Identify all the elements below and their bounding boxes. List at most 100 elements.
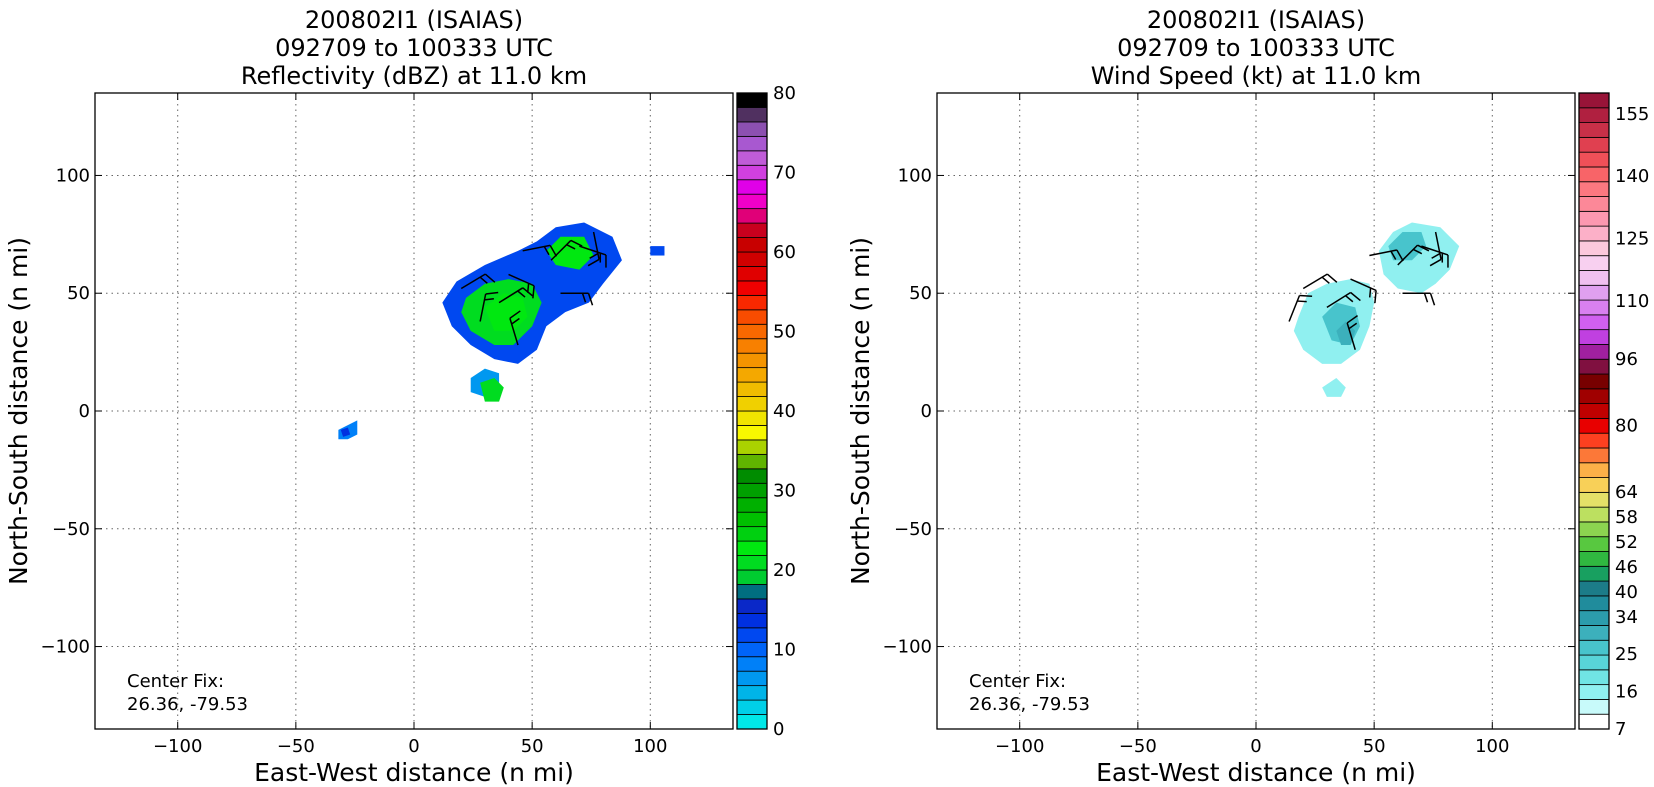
wind-barb (1288, 294, 1313, 322)
colorbar-segment (736, 453, 768, 470)
colorbar-segment (1578, 610, 1610, 626)
colorbar-segment (1578, 639, 1610, 656)
colorbar-segment (1578, 107, 1610, 123)
wind-barb (560, 292, 594, 306)
colorbar-segment (1578, 92, 1610, 109)
wind-barb-feather (1417, 244, 1430, 252)
colorbar-segment (736, 540, 768, 556)
colorbar-segment (736, 627, 768, 643)
colorbar-segment (1578, 654, 1610, 671)
x-tick-label: −100 (153, 736, 202, 757)
colorbar-segment (1578, 432, 1610, 449)
colorbar-segment (736, 468, 768, 484)
wind-barb-feather (570, 239, 583, 247)
wind-barb (587, 231, 600, 267)
wind-barb-staff (1288, 295, 1301, 322)
echo-region (546, 236, 594, 270)
colorbar-segment (736, 164, 768, 181)
colorbar-tick-label: 7 (1615, 719, 1626, 740)
chart-title-line: Wind Speed (kt) at 11.0 km (1091, 62, 1422, 90)
y-axis-label: North-South distance (n mi) (4, 237, 33, 585)
colorbar-tick-label: 40 (1615, 582, 1638, 603)
wind-barb-feather (587, 292, 594, 306)
wind-barb-staff (509, 318, 519, 346)
wind-barb-feather (1299, 294, 1313, 297)
echo-region (650, 246, 665, 256)
colorbar-segment (736, 685, 768, 701)
colorbar-tick-label: 40 (773, 401, 796, 422)
colorbar-segment (1578, 447, 1610, 464)
wind-barb (508, 273, 535, 299)
colorbar-tick-label: 140 (1615, 166, 1649, 187)
wind-barb-feather (509, 310, 521, 319)
colorbar-segment (1578, 491, 1610, 508)
x-tick-label: 0 (1250, 736, 1261, 757)
wind-barb-feather (581, 292, 587, 303)
chart-title-line: Reflectivity (dBZ) at 11.0 km (241, 62, 587, 90)
wind-barb-feather (589, 252, 599, 259)
echo-region (484, 293, 528, 331)
x-tick-label: 50 (521, 736, 544, 757)
center-fix-label: Center Fix: (127, 671, 224, 692)
colorbar-tick-label: 25 (1615, 644, 1638, 665)
colorbar-segment (736, 569, 768, 585)
wind-barb-staff (1302, 273, 1328, 290)
colorbar-segment (736, 381, 768, 397)
colorbar-segment (1578, 713, 1610, 730)
wind-barb-feather (479, 276, 488, 284)
wind-barb (1402, 292, 1436, 306)
chart-title-line: 200802I1 (ISAIAS) (1147, 6, 1365, 34)
colorbar-segment (1578, 417, 1610, 434)
wind-barb-staff (592, 231, 600, 260)
wind-barb-feather (1423, 292, 1429, 303)
colorbar-segment (1578, 521, 1610, 538)
colorbar-segment (736, 641, 768, 658)
wind-barb-staff (522, 244, 551, 252)
wind-barb-feather (1345, 295, 1354, 303)
colorbar-segment (1578, 240, 1610, 257)
colorbar-segment (1578, 255, 1610, 271)
colorbar-segment (1578, 122, 1610, 138)
colorbar-segment (736, 612, 768, 629)
wind-barb-feather (532, 285, 535, 299)
colorbar-segment (1578, 506, 1610, 523)
colorbar-segment (736, 584, 768, 600)
colorbar-segment (736, 598, 768, 614)
colorbar-segment (1578, 403, 1610, 419)
y-tick-label: 0 (921, 401, 932, 422)
wind-barb-staff (1397, 244, 1419, 266)
colorbar-segment (1578, 210, 1610, 227)
colorbar-segment (736, 555, 768, 571)
x-axis-label: East-West distance (n mi) (1096, 758, 1416, 787)
wind-barb-feather (1297, 300, 1307, 303)
colorbar-segment (736, 338, 768, 354)
colorbar-tick-label: 0 (773, 719, 784, 740)
colorbar-tick-label: 64 (1615, 482, 1638, 503)
wind-barb (1369, 249, 1404, 262)
y-tick-label: 50 (67, 283, 90, 304)
colorbar-tick-label: 110 (1615, 291, 1649, 312)
wind-barb-feather (1321, 276, 1330, 284)
colorbar-segment (1578, 344, 1610, 360)
wind-barb-staff (1369, 249, 1398, 257)
colorbar-segment (1578, 299, 1610, 316)
wind-barb-feather (1390, 250, 1397, 260)
wind-barb-staff (1326, 291, 1352, 308)
wind-barb (1421, 245, 1449, 268)
colorbar-segment (1578, 595, 1610, 612)
wind-barb-feather (511, 317, 520, 325)
chart-title-line: 200802I1 (ISAIAS) (305, 6, 523, 34)
wind-barb-feather (543, 246, 550, 256)
wind-barb-feather (1412, 248, 1423, 255)
wind-barb-feather (517, 290, 526, 298)
wind-barb-feather (484, 297, 494, 301)
colorbar-tick-label: 70 (773, 163, 796, 184)
colorbar-segment (736, 208, 768, 224)
reflectivity-panel: 200802I1 (ISAIAS)092709 to 100333 UTCRef… (4, 6, 796, 787)
colorbar-segment (736, 482, 768, 499)
colorbar-tick-label: 34 (1615, 607, 1638, 628)
colorbar-tick-label: 155 (1615, 104, 1649, 125)
wind-barb (579, 245, 607, 268)
wind-barb (1397, 244, 1430, 266)
